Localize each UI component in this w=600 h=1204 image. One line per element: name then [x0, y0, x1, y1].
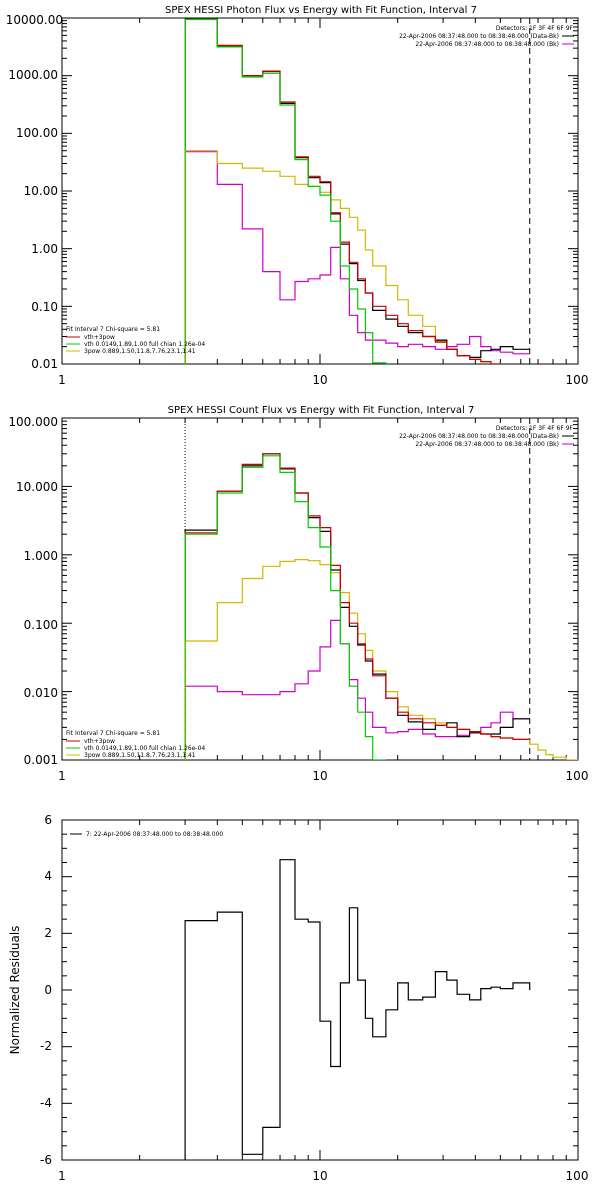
- count-series-vth: [184, 455, 387, 760]
- photon-info-block: Detectors: 1F 3F 4F 6F 9F 22-Apr-2006 08…: [399, 25, 574, 48]
- count-data-interval-text: 22-Apr-2006 08:37:48.000 to 08:38:48.000…: [399, 433, 559, 440]
- residuals-curves: [184, 859, 531, 1160]
- residuals-ytick-label: -4: [40, 1096, 52, 1110]
- residuals-ytick-label: 0: [44, 983, 52, 997]
- count-ytick-label: 0.001: [24, 753, 58, 767]
- count-legend: Fit Interval 7 Chi-square = 5.81 vth+3po…: [66, 730, 205, 759]
- residuals-series-7: [184, 859, 531, 1160]
- count-series-vth+3pow: [184, 453, 530, 760]
- count-legend-vth3pow: vth+3pow: [84, 738, 115, 745]
- count-xtick-label: 1: [58, 769, 66, 783]
- photon-panel-title: SPEX HESSI Photon Flux vs Energy with Fi…: [165, 5, 477, 16]
- photon-legend-vth3pow: vth+3pow: [84, 334, 115, 341]
- residuals-y-axis-label: Normalized Residuals: [8, 926, 22, 1055]
- photon-xtick-label: 100: [566, 373, 589, 387]
- count-detectors-text: Detectors: 1F 3F 4F 6F 9F: [496, 425, 574, 432]
- residuals-ytick-label: 2: [44, 926, 52, 940]
- count-legend-fit-interval: Fit Interval 7 Chi-square = 5.81: [66, 730, 160, 737]
- count-legend-3pow: 3pow 0.889,1.50,11.8,7.76,23.1,1.41: [84, 752, 196, 759]
- residuals-panel: 6 4 2 0 -2 -4 -6 1 10 100 Normalized Res…: [8, 813, 588, 1183]
- photon-ytick-label: 10.00: [24, 184, 58, 198]
- photon-ytick-label: 1000.00: [8, 68, 58, 82]
- photon-ytick-label: 10000.00: [6, 13, 63, 27]
- count-xtick-label: 10: [312, 769, 327, 783]
- photon-ytick-label: 0.01: [31, 357, 58, 371]
- residuals-ytick-label: 4: [44, 869, 52, 883]
- photon-series-vth: [184, 18, 387, 364]
- photon-bk-interval-text: 22-Apr-2006 08:37:48.000 to 08:38:48.000…: [415, 41, 559, 48]
- residuals-ytick-label: -2: [40, 1039, 52, 1053]
- photon-legend-fit-interval: Fit Interval 7 Chi-square = 5.81: [66, 326, 160, 333]
- count-flux-panel: SPEX HESSI Count Flux vs Energy with Fit…: [8, 405, 588, 783]
- count-info-block: Detectors: 1F 3F 4F 6F 9F 22-Apr-2006 08…: [399, 425, 574, 448]
- count-bk-interval-text: 22-Apr-2006 08:37:48.000 to 08:38:48.000…: [415, 441, 559, 448]
- count-panel-title: SPEX HESSI Count Flux vs Energy with Fit…: [168, 405, 475, 416]
- photon-legend-vth: vth 0.0149,1.89,1.00 full chian 1.26e-04: [84, 341, 205, 348]
- photon-xtick-label: 10: [312, 373, 327, 387]
- count-axis-ticks: [61, 417, 579, 761]
- count-series-3pow: [184, 559, 578, 760]
- count-legend-vth: vth 0.0149,1.89,1.00 full chian 1.26e-04: [84, 745, 205, 752]
- photon-ytick-label: 1.00: [31, 242, 58, 256]
- count-ytick-label: 0.010: [24, 686, 58, 700]
- residuals-ytick-label: 6: [44, 813, 52, 827]
- photon-legend-3pow: 3pow 0.889,1.50,11.8,7.76,23.1,1.41: [84, 348, 196, 355]
- photon-axis-ticks: [61, 17, 579, 365]
- count-ytick-label: 1.000: [24, 549, 58, 563]
- photon-ytick-label: 100.00: [16, 126, 58, 140]
- residuals-xtick-label: 1: [58, 1169, 66, 1183]
- photon-curves: [184, 18, 531, 364]
- residuals-axis-ticks: [61, 819, 579, 1161]
- photon-ytick-label: 0.10: [31, 300, 58, 314]
- photon-detectors-text: Detectors: 1F 3F 4F 6F 9F: [496, 25, 574, 32]
- count-xtick-label: 100: [566, 769, 589, 783]
- residuals-xtick-label: 10: [312, 1169, 327, 1183]
- count-series-databk: [184, 453, 530, 760]
- photon-flux-panel: SPEX HESSI Photon Flux vs Energy with Fi…: [6, 5, 589, 387]
- photon-xtick-label: 1: [58, 373, 66, 387]
- residuals-legend-text: 7: 22-Apr-2006 08:37:48.000 to 08:38:48.…: [86, 831, 223, 838]
- residuals-xtick-label: 100: [566, 1169, 589, 1183]
- count-ytick-label: 10.000: [16, 480, 58, 494]
- count-curves: [184, 418, 578, 760]
- count-ytick-label: 100.000: [8, 415, 58, 429]
- count-ytick-label: 0.100: [24, 618, 58, 632]
- count-plot-frame: [61, 417, 579, 761]
- photon-data-interval-text: 22-Apr-2006 08:37:48.000 to 08:38:48.000…: [399, 33, 559, 40]
- photon-series-bk: [184, 151, 530, 364]
- photon-legend: Fit Interval 7 Chi-square = 5.81 vth+3po…: [66, 326, 205, 355]
- residuals-ytick-label: -6: [40, 1153, 52, 1167]
